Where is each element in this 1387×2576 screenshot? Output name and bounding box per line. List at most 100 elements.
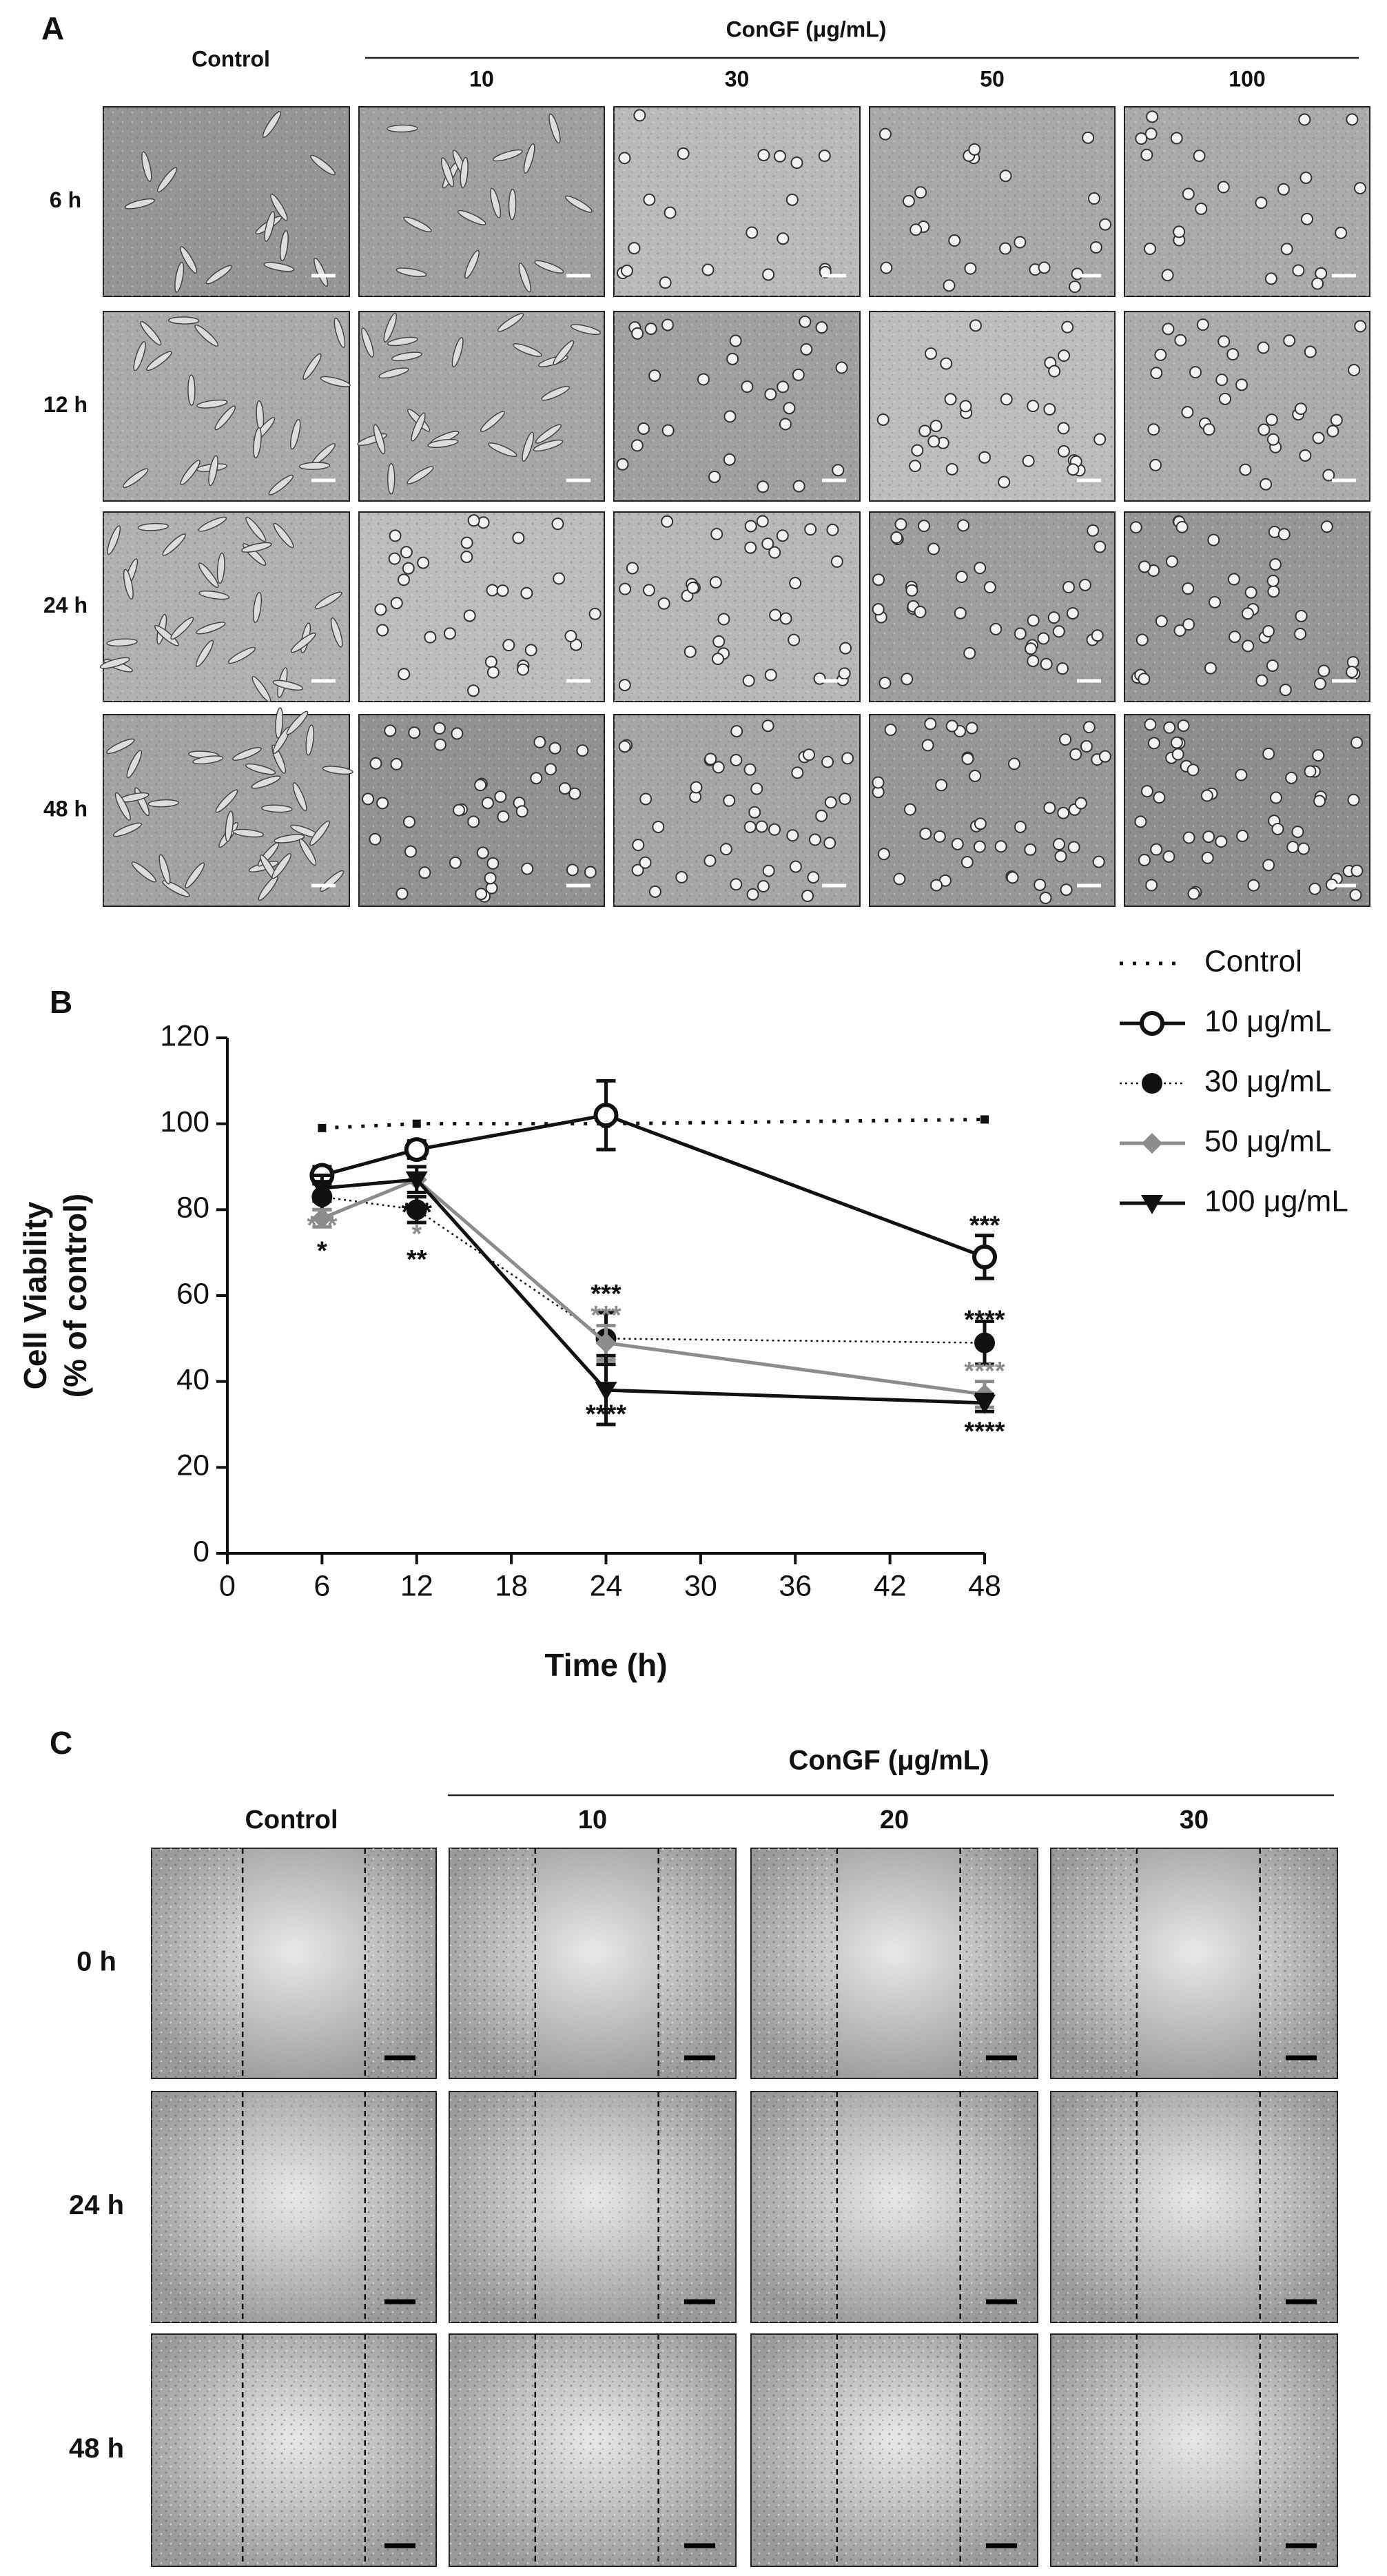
- cell-layer: [1051, 2334, 1137, 2566]
- cell: [467, 815, 480, 828]
- cell: [1140, 148, 1153, 161]
- cell: [1080, 739, 1093, 753]
- cell: [451, 727, 464, 740]
- cell: [1091, 629, 1104, 642]
- cell: [1060, 883, 1073, 897]
- cell: [823, 837, 836, 850]
- cell: [553, 572, 566, 585]
- micrograph: [869, 511, 1116, 702]
- cell: [404, 845, 417, 858]
- cell: [1182, 582, 1195, 595]
- cell: [1007, 757, 1020, 770]
- cell: [564, 630, 577, 643]
- cell: [1136, 633, 1149, 646]
- x-tick-label: 12: [400, 1569, 433, 1602]
- cell: [196, 399, 228, 409]
- significance: ***: [590, 1280, 621, 1309]
- column-header: 30: [725, 66, 750, 91]
- cell: [1239, 463, 1252, 476]
- cell: [535, 424, 562, 444]
- cell: [251, 775, 281, 789]
- cell: [661, 515, 674, 528]
- cell: [1209, 595, 1222, 609]
- cell: [418, 866, 431, 879]
- cell: [661, 424, 675, 437]
- cell: [390, 597, 403, 610]
- cell: [1056, 662, 1069, 675]
- cell: [1170, 736, 1183, 749]
- cell: [452, 804, 465, 817]
- cell: [1037, 632, 1050, 645]
- cell: [1255, 196, 1268, 209]
- cell: [376, 797, 389, 810]
- cell: [893, 872, 906, 886]
- cell: [1171, 748, 1184, 761]
- cell: [783, 402, 796, 415]
- cell: [1153, 791, 1166, 804]
- significance: ***: [402, 1198, 433, 1227]
- cell: [910, 223, 923, 236]
- cell: [1146, 110, 1159, 123]
- micrograph: [103, 106, 350, 297]
- cell: [383, 312, 398, 343]
- cell: [918, 425, 932, 438]
- cell: [417, 556, 430, 569]
- x-tick-label: 36: [779, 1569, 812, 1602]
- cell: [973, 840, 986, 853]
- cell: [512, 343, 542, 357]
- cell: [903, 803, 916, 816]
- cell: [241, 542, 272, 553]
- series-line: [322, 1117, 985, 1130]
- micrograph-texture: [614, 512, 860, 702]
- cell: [194, 324, 219, 347]
- cell: [480, 411, 505, 433]
- micrograph: [1050, 2091, 1338, 2323]
- cell: [1054, 850, 1067, 863]
- micrograph: [357, 311, 605, 502]
- cell: [1014, 627, 1027, 640]
- cell: [309, 820, 330, 846]
- cell: [743, 763, 757, 776]
- cell: [1014, 820, 1027, 833]
- cell: [369, 832, 382, 846]
- cell: [998, 476, 1011, 489]
- cell: [195, 640, 214, 667]
- significance: ****: [964, 1357, 1005, 1386]
- cell: [517, 663, 530, 676]
- legend-label: 30 μg/mL: [1204, 1065, 1331, 1098]
- y-axis-title: (% of control): [57, 1194, 93, 1398]
- cell-layer: [1051, 1848, 1137, 2078]
- y-tick-label: 120: [160, 1019, 209, 1052]
- y-tick-label: 80: [176, 1192, 209, 1225]
- micrograph: [358, 511, 605, 702]
- cell: [502, 639, 515, 652]
- cell: [712, 761, 725, 774]
- micrograph: [750, 2091, 1038, 2323]
- cell: [558, 782, 571, 795]
- cell: [524, 644, 537, 657]
- cell: [1218, 392, 1231, 405]
- cell: [723, 794, 736, 807]
- cell: [544, 763, 557, 776]
- significance: ****: [586, 1400, 626, 1429]
- x-tick-label: 48: [968, 1569, 1001, 1602]
- cell: [914, 186, 927, 199]
- cell: [769, 609, 782, 622]
- cell-layer: [152, 2092, 243, 2322]
- cell: [1262, 859, 1275, 872]
- cell: [227, 646, 256, 664]
- cell: [711, 653, 724, 666]
- x-tick-label: 24: [590, 1569, 623, 1602]
- micrograph: [613, 311, 861, 502]
- cell: [948, 234, 961, 247]
- cell: [929, 420, 943, 433]
- cell: [443, 627, 456, 640]
- row-label: 6 h: [50, 187, 81, 212]
- cell: [1312, 749, 1325, 762]
- cell: [1138, 854, 1151, 867]
- cell: [902, 194, 915, 207]
- cell: [187, 374, 196, 406]
- cell: [433, 722, 446, 735]
- cell: [1059, 733, 1072, 746]
- cell: [1129, 521, 1142, 534]
